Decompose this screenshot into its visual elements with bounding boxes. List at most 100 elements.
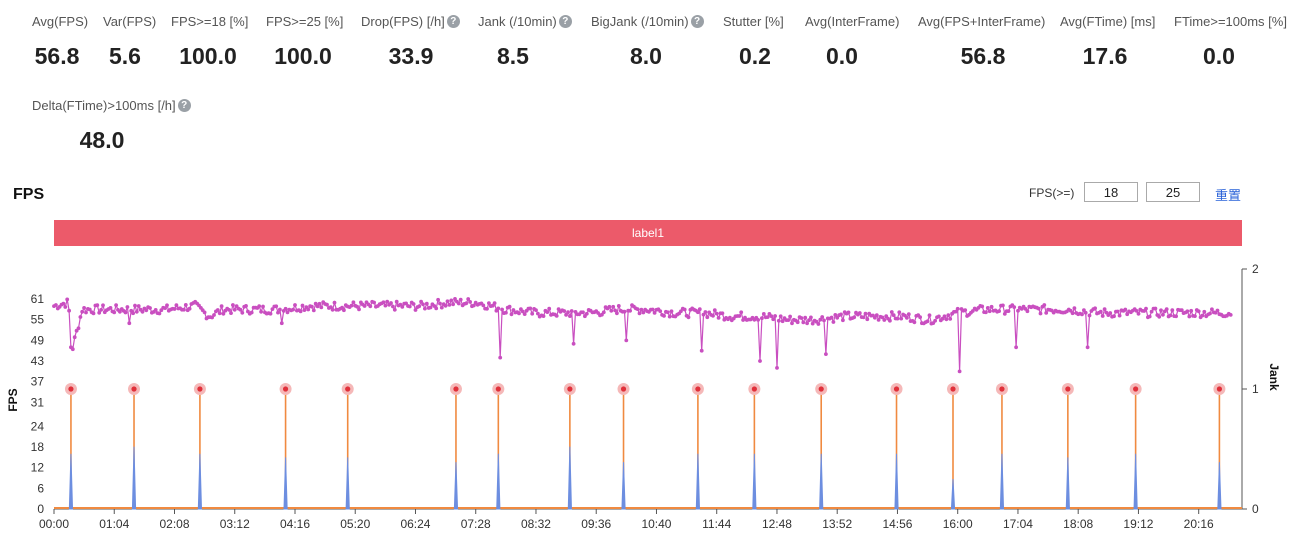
fps-point bbox=[566, 310, 570, 314]
fps-point bbox=[899, 316, 904, 321]
fps-point bbox=[639, 307, 644, 312]
fps-point bbox=[1136, 311, 1141, 316]
fps-point bbox=[530, 311, 535, 316]
fps-point bbox=[809, 315, 813, 320]
fps-point bbox=[665, 310, 670, 315]
fps-point bbox=[434, 306, 439, 311]
fps-point bbox=[227, 308, 232, 312]
fps-point bbox=[556, 307, 561, 311]
metric-label-text: Var(FPS) bbox=[103, 14, 157, 29]
fps-point bbox=[311, 308, 316, 313]
fps-point bbox=[897, 310, 902, 315]
fps-point bbox=[342, 308, 346, 313]
fps-point bbox=[423, 306, 427, 311]
fps-point bbox=[76, 326, 81, 331]
fps-point bbox=[140, 309, 145, 314]
fps-threshold-low-input[interactable] bbox=[1084, 182, 1138, 202]
metric-value: 5.6 bbox=[109, 43, 141, 69]
fps-point bbox=[240, 310, 245, 315]
jank-marker bbox=[1133, 386, 1139, 392]
jank-marker bbox=[893, 386, 900, 392]
help-icon[interactable]: ? bbox=[558, 15, 572, 28]
fps-point bbox=[562, 309, 567, 313]
fps-point bbox=[771, 317, 776, 322]
fps-point bbox=[987, 309, 992, 314]
fps-point bbox=[72, 335, 77, 340]
fps-point bbox=[833, 313, 838, 317]
fps-point bbox=[667, 314, 672, 319]
metric-8: Avg(InterFrame) 0.0 bbox=[805, 14, 899, 70]
reset-link[interactable]: 重置 bbox=[1215, 188, 1242, 203]
fps-point bbox=[997, 309, 1001, 313]
fps-point bbox=[468, 300, 472, 304]
fps-point bbox=[362, 304, 367, 308]
help-icon[interactable]: ? bbox=[177, 99, 191, 112]
fps-point bbox=[172, 307, 177, 311]
fps-point bbox=[108, 306, 113, 310]
fps-point bbox=[421, 302, 425, 307]
fps-point bbox=[1179, 308, 1184, 313]
fps-point bbox=[125, 305, 130, 309]
fps-point bbox=[466, 297, 471, 301]
fps-point bbox=[182, 307, 186, 312]
fps-point bbox=[355, 304, 359, 309]
fps-point bbox=[1202, 309, 1207, 314]
metric-label: FPS>=25 [%] bbox=[266, 14, 343, 29]
fps-point bbox=[912, 320, 917, 325]
fps-point bbox=[1001, 303, 1005, 308]
fps-point bbox=[101, 303, 105, 308]
metric-label: Stutter [%] bbox=[723, 14, 790, 29]
fps-point bbox=[1014, 345, 1018, 350]
fps-point bbox=[984, 310, 988, 315]
fps-point bbox=[895, 316, 900, 321]
bigjank-spike bbox=[345, 457, 350, 510]
fps-point bbox=[306, 307, 311, 312]
fps-point bbox=[865, 317, 870, 322]
fps-point bbox=[357, 307, 361, 312]
fps-point bbox=[1085, 345, 1090, 350]
bigjank-spike bbox=[752, 453, 757, 510]
metric-value: 100.0 bbox=[179, 43, 237, 69]
fps-point bbox=[221, 311, 226, 316]
fps-point bbox=[942, 314, 947, 319]
fps-point bbox=[816, 322, 821, 326]
fps-point bbox=[946, 313, 951, 318]
fps-point bbox=[541, 314, 546, 318]
fps-point bbox=[1189, 308, 1194, 313]
jank-marker bbox=[68, 386, 74, 392]
metric-12: Delta(FTime)>100ms [/h]? 48.0 bbox=[32, 98, 191, 154]
fps-point bbox=[1134, 309, 1139, 313]
fps-point bbox=[319, 305, 324, 310]
jank-marker bbox=[751, 386, 757, 392]
fps-point bbox=[445, 299, 450, 304]
fps-threshold-high-input[interactable] bbox=[1146, 182, 1200, 202]
fps-point bbox=[697, 307, 702, 312]
help-icon[interactable]: ? bbox=[690, 15, 704, 28]
fps-point bbox=[507, 304, 512, 309]
fps-point bbox=[1168, 313, 1173, 318]
fps-point bbox=[705, 315, 710, 320]
metric-4: Drop(FPS) [/h]? 33.9 bbox=[361, 14, 460, 70]
fps-point bbox=[852, 315, 857, 320]
metric-label-text: Delta(FTime)>100ms [/h] bbox=[32, 98, 176, 113]
metric-6: BigJank (/10min)? 8.0 bbox=[591, 14, 704, 70]
fps-point bbox=[790, 321, 794, 326]
x-tick-label: 00:00 bbox=[39, 517, 69, 531]
fps-point bbox=[400, 305, 405, 309]
fps-point bbox=[268, 311, 273, 316]
y-left-tick-label: 37 bbox=[31, 375, 45, 389]
fps-point bbox=[1100, 314, 1105, 318]
x-tick-label: 04:16 bbox=[280, 517, 310, 531]
fps-point bbox=[788, 314, 792, 319]
metric-label-text: Jank (/10min) bbox=[478, 14, 557, 29]
fps-point bbox=[300, 303, 305, 308]
fps-point bbox=[846, 310, 851, 315]
fps-point bbox=[315, 304, 320, 309]
metric-label-text: Avg(FTime) [ms] bbox=[1060, 14, 1156, 29]
fps-point bbox=[80, 309, 85, 314]
x-tick-label: 03:12 bbox=[220, 517, 250, 531]
jank-marker bbox=[282, 386, 289, 392]
help-icon[interactable]: ? bbox=[446, 15, 460, 28]
metric-9: Avg(FPS+InterFrame) 56.8 bbox=[918, 14, 1045, 70]
label-bar[interactable]: label1 bbox=[54, 220, 1242, 246]
